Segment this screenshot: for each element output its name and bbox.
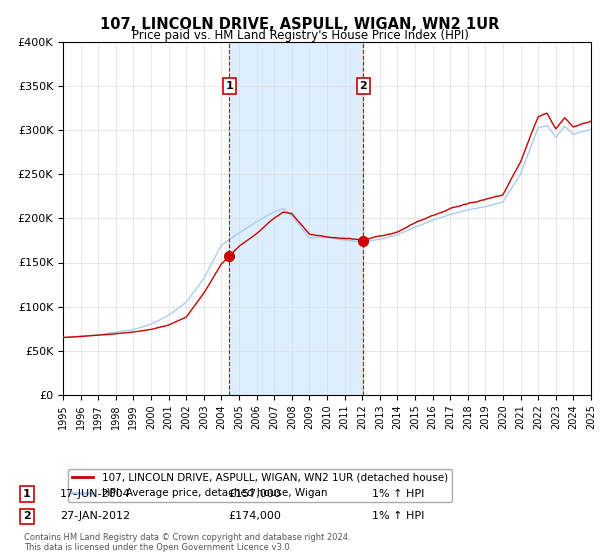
Text: 1: 1 [226, 81, 233, 91]
Text: This data is licensed under the Open Government Licence v3.0.: This data is licensed under the Open Gov… [24, 543, 292, 552]
Text: 1% ↑ HPI: 1% ↑ HPI [372, 511, 424, 521]
Text: 107, LINCOLN DRIVE, ASPULL, WIGAN, WN2 1UR: 107, LINCOLN DRIVE, ASPULL, WIGAN, WN2 1… [100, 17, 500, 32]
Text: 17-JUN-2004: 17-JUN-2004 [60, 489, 131, 499]
Text: 2: 2 [23, 511, 31, 521]
Legend: 107, LINCOLN DRIVE, ASPULL, WIGAN, WN2 1UR (detached house), HPI: Average price,: 107, LINCOLN DRIVE, ASPULL, WIGAN, WN2 1… [68, 469, 452, 502]
Text: Contains HM Land Registry data © Crown copyright and database right 2024.: Contains HM Land Registry data © Crown c… [24, 533, 350, 542]
Text: Price paid vs. HM Land Registry's House Price Index (HPI): Price paid vs. HM Land Registry's House … [131, 29, 469, 42]
Text: 27-JAN-2012: 27-JAN-2012 [60, 511, 130, 521]
Bar [229, 42, 364, 395]
Text: £157,000: £157,000 [228, 489, 281, 499]
Text: 2: 2 [359, 81, 367, 91]
Text: 1% ↑ HPI: 1% ↑ HPI [372, 489, 424, 499]
Text: £174,000: £174,000 [228, 511, 281, 521]
Text: 1: 1 [23, 489, 31, 499]
